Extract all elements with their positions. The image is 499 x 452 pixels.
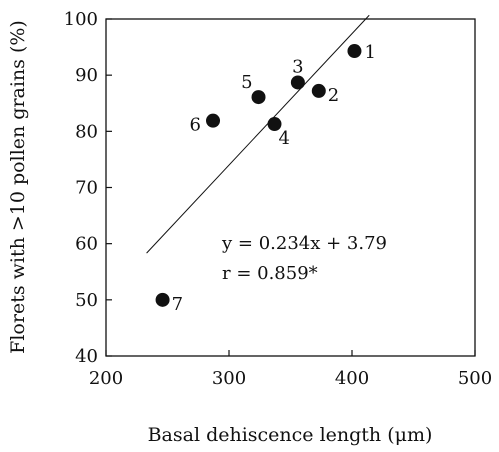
x-axis-label: Basal dehiscence length (μm) [148, 424, 433, 446]
y-tick-label: 80 [75, 121, 98, 142]
x-tick-label: 200 [89, 368, 123, 389]
point-label-2: 2 [328, 85, 339, 106]
x-tick-label: 300 [212, 368, 246, 389]
point-label-1: 1 [364, 42, 375, 63]
x-tick-label: 500 [458, 368, 492, 389]
y-tick-label: 40 [75, 346, 98, 367]
point-label-7: 7 [172, 294, 183, 315]
y-tick-label: 50 [75, 290, 98, 311]
point-label-5: 5 [241, 72, 252, 93]
data-point-4 [267, 117, 282, 132]
data-point-5 [251, 90, 266, 105]
equation-annotation: y = 0.234x + 3.79 [221, 233, 387, 254]
correlation-annotation: r = 0.859* [222, 263, 318, 284]
axis-ticks: 200 300 400 500 40 50 60 70 80 90 100 [64, 9, 493, 389]
data-point-2 [311, 83, 326, 98]
point-label-6: 6 [190, 115, 201, 136]
y-tick-label: 70 [75, 178, 98, 199]
point-label-3: 3 [292, 56, 303, 77]
y-tick-label: 60 [75, 234, 98, 255]
data-point-1 [347, 44, 362, 59]
y-tick-label: 100 [64, 9, 98, 30]
data-point-3 [290, 75, 305, 90]
data-point-6 [206, 113, 221, 128]
regression-line-group [146, 14, 370, 254]
y-tick-label: 90 [75, 65, 98, 86]
regression-line [146, 14, 370, 254]
data-point-7 [155, 292, 170, 307]
point-label-4: 4 [279, 128, 290, 149]
y-axis-label: Florets with >10 pollen grains (%) [7, 20, 29, 354]
x-tick-label: 400 [335, 368, 369, 389]
data-points: 1 2 3 4 5 6 7 [155, 42, 376, 315]
